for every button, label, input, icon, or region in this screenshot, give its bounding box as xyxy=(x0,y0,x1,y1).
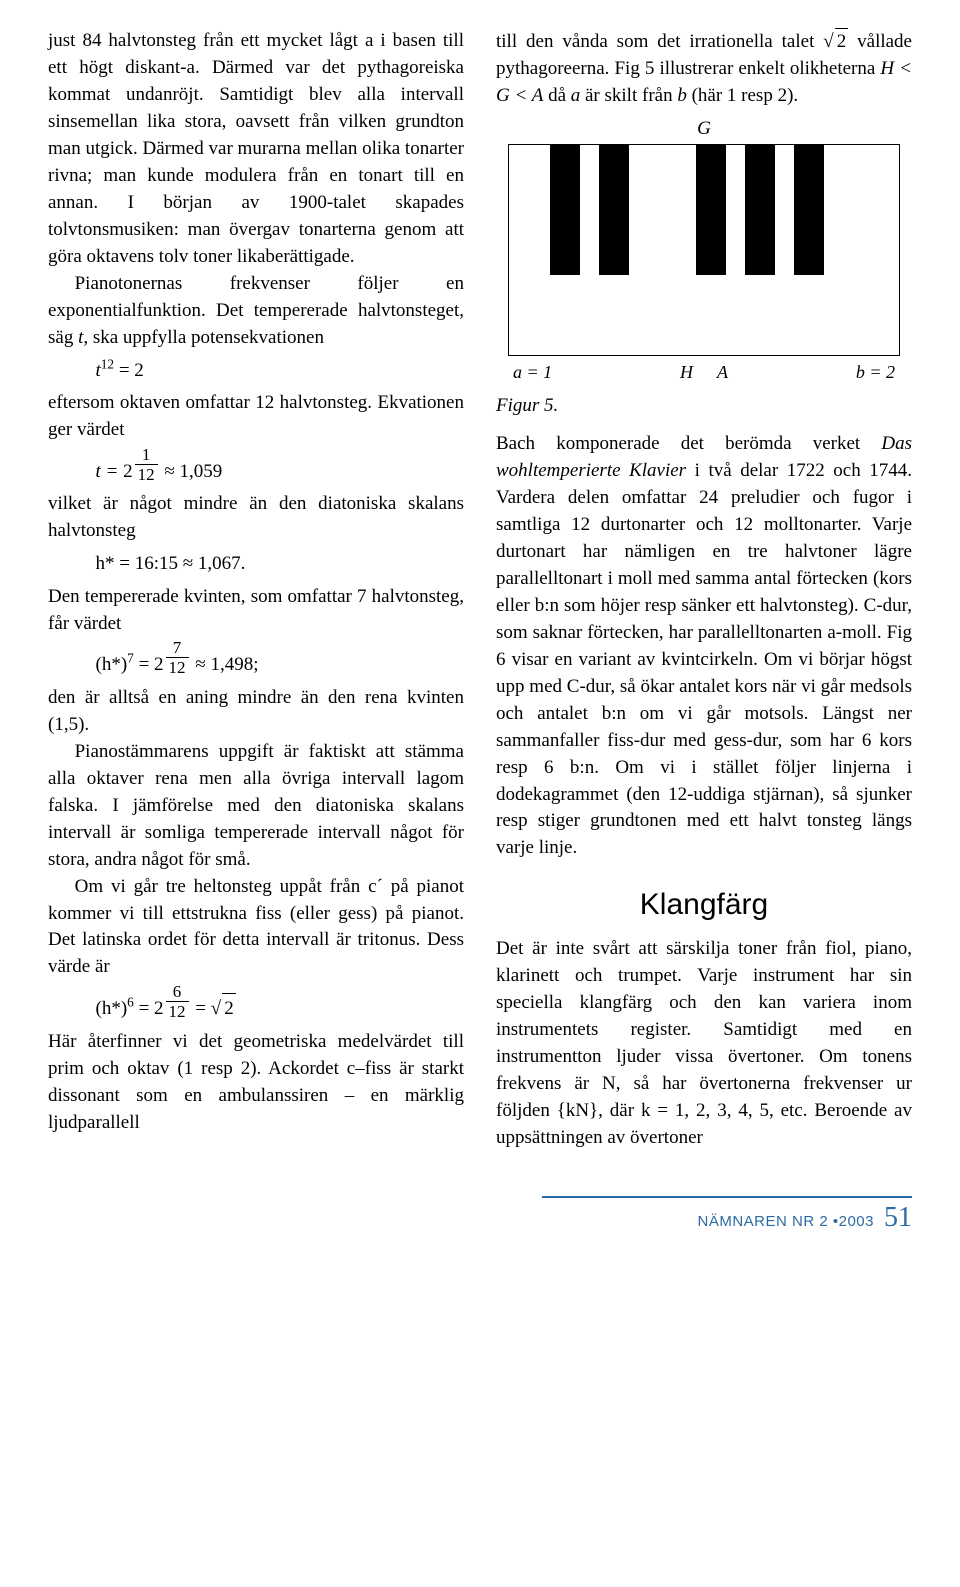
eq4-suffix: ≈ 1,498; xyxy=(191,654,259,675)
eq2-suffix: ≈ 1,059 xyxy=(160,461,223,482)
left-column: just 84 halvtonsteg från ett mycket lågt… xyxy=(48,28,464,1152)
right-p1-a: a xyxy=(571,85,581,106)
piano-black-key xyxy=(550,145,580,275)
right-p1e: (här 1 resp 2). xyxy=(687,85,798,106)
right-p1: till den vånda som det irrationella tale… xyxy=(496,28,912,110)
piano-label-b: b = 2 xyxy=(856,362,895,383)
piano-black-key xyxy=(745,145,775,275)
eq5-base: 2 xyxy=(154,998,164,1019)
eq5-sqrt: 2 xyxy=(222,993,236,1024)
eq-fifth: (h*)7 = 2712 ≈ 1,498; xyxy=(96,641,465,680)
left-p8: Om vi går tre heltonsteg uppåt från c´ p… xyxy=(48,874,464,982)
eq4-frac-top: 7 xyxy=(166,639,189,658)
eq4-prefix: (h*) xyxy=(96,654,128,675)
piano-label-a: a = 1 xyxy=(513,362,552,383)
right-p3: Det är inte svårt att särskilja toner fr… xyxy=(496,936,912,1152)
eq4-base: 2 xyxy=(154,654,164,675)
right-column: till den vånda som det irrationella tale… xyxy=(496,28,912,1152)
left-p2: Pianotonernas frekvenser följer en expon… xyxy=(48,271,464,352)
left-p4: vilket är något mindre än den diatoniska… xyxy=(48,491,464,545)
eq4-outer-exp: 7 xyxy=(127,651,134,666)
eq-t-value: t = 2112 ≈ 1,059 xyxy=(96,448,465,487)
left-p6: den är alltså en aning mindre än den ren… xyxy=(48,685,464,739)
eq-t12: t12 = 2 xyxy=(96,356,465,386)
eq1-rhs: = 2 xyxy=(114,360,144,381)
piano-black-key xyxy=(794,145,824,275)
piano-black-key xyxy=(599,145,629,275)
eq2-prefix: t = xyxy=(96,461,124,482)
footer-year: •2003 xyxy=(833,1213,874,1230)
eq5-eq: = xyxy=(134,998,154,1019)
sqrt-sign-icon xyxy=(211,998,221,1019)
right-p1d: är skilt från xyxy=(580,85,677,106)
eq-tritone: (h*)6 = 2612 = 2 xyxy=(96,985,465,1024)
page-columns: just 84 halvtonsteg från ett mycket lågt… xyxy=(0,0,960,1172)
piano-black-key xyxy=(696,145,726,275)
right-p1-sqrt: 2 xyxy=(835,28,849,56)
right-p2a: Bach komponerade det berömda verket xyxy=(496,433,881,454)
eq4-frac: 712 xyxy=(164,651,191,666)
left-p2b: , ska uppfylla potensekvationen xyxy=(83,327,324,348)
eq5-frac-top: 6 xyxy=(166,983,189,1002)
eq2-frac: 112 xyxy=(133,458,160,473)
eq2-frac-bot: 12 xyxy=(135,465,158,483)
figure-5: G a = 1 H A b = 2 xyxy=(496,118,912,383)
eq4-eq: = xyxy=(134,654,154,675)
left-p7: Pianostämmarens uppgift är faktiskt att … xyxy=(48,739,464,874)
piano-label-H: H xyxy=(680,362,693,383)
eq5-frac-bot: 12 xyxy=(166,1002,189,1020)
left-p9: Här återfinner vi det geometriska medelv… xyxy=(48,1029,464,1137)
left-p1: just 84 halvtonsteg från ett mycket lågt… xyxy=(48,28,464,271)
eq5-mid: = xyxy=(191,998,211,1019)
eq1-exp: 12 xyxy=(101,356,114,371)
left-p5: Den tempererade kvinten, som omfattar 7 … xyxy=(48,584,464,638)
sqrt-sign-icon xyxy=(823,31,833,52)
right-p2b: i två delar 1722 och 1744. Vardera delen… xyxy=(496,460,912,859)
eq5-frac: 612 xyxy=(164,995,191,1010)
right-p2: Bach komponerade det berömda verket Das … xyxy=(496,431,912,863)
piano-label-g: G xyxy=(496,118,912,140)
piano-label-mid: H A xyxy=(680,362,728,383)
piano-label-A: A xyxy=(717,362,728,383)
section-heading-klangfarg: Klangfärg xyxy=(496,888,912,922)
eq5-prefix: (h*) xyxy=(96,998,128,1019)
piano-axis-labels: a = 1 H A b = 2 xyxy=(509,362,899,383)
eq5-outer-exp: 6 xyxy=(127,995,134,1010)
figure-5-caption: Figur 5. xyxy=(496,395,912,417)
eq4-frac-bot: 12 xyxy=(166,658,189,676)
right-p1a: till den vånda som det irrationella tale… xyxy=(496,31,823,52)
right-p1c: då xyxy=(543,85,570,106)
page-footer: NÄMNAREN NR 2 •2003 51 xyxy=(0,1196,960,1252)
footer-journal: NÄMNAREN NR 2 •2003 xyxy=(698,1213,874,1230)
eq-hstar: h* = 16:15 ≈ 1,067. xyxy=(96,549,465,579)
footer-page-number: 51 xyxy=(884,1202,912,1234)
left-p3: eftersom oktaven omfattar 12 halvtonsteg… xyxy=(48,390,464,444)
piano-keyboard xyxy=(508,144,900,356)
eq2-base: 2 xyxy=(123,461,133,482)
eq2-frac-top: 1 xyxy=(135,446,158,465)
piano-white-key xyxy=(850,145,899,355)
right-p1-b: b xyxy=(677,85,687,106)
footer-journal-name: NÄMNAREN NR 2 xyxy=(698,1213,829,1230)
